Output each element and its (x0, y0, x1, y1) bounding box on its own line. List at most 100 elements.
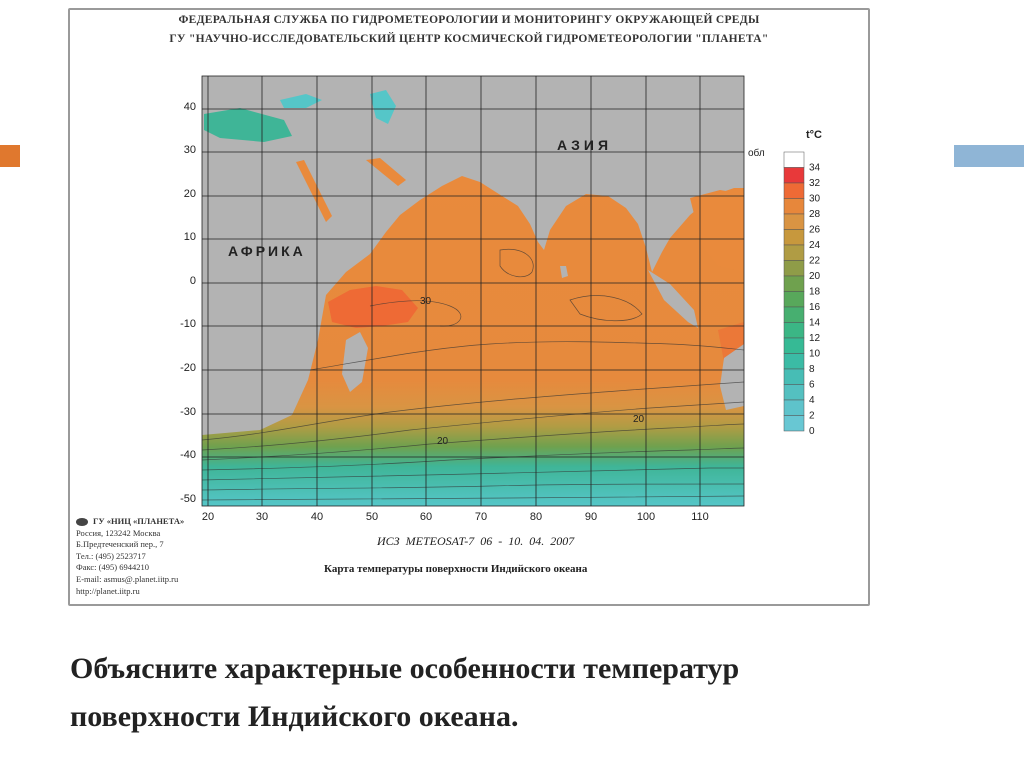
map-area (202, 76, 744, 506)
credit-line: E-mail: asmus@.planet.iitp.ru (76, 573, 179, 584)
legend-tick-label: 26 (809, 225, 821, 236)
legend-swatch (783, 306, 805, 323)
legend-tick-label: 16 (809, 302, 821, 313)
legend-swatch (783, 399, 805, 416)
legend-swatch (783, 415, 805, 432)
legend-tick-label: 30 (809, 194, 821, 205)
sumatra (648, 270, 698, 328)
slide-accent-left (0, 145, 20, 167)
lat-label: 40 (184, 101, 196, 113)
agency-header: ФЕДЕРАЛЬНАЯ СЛУЖБА ПО ГИДРОМЕТЕОРОЛОГИИ … (178, 14, 760, 26)
legend-tick-label: 28 (809, 209, 821, 220)
legend-tick-label: 2 (809, 411, 815, 422)
legend-tick-label: 34 (809, 163, 821, 174)
lon-label: 110 (691, 511, 709, 523)
legend-swatch (783, 260, 805, 277)
mediterranean-sea (204, 108, 292, 142)
sst-map: 40 30 20 10 0 -10 -20 -30 -40 -50 20 30 … (180, 75, 822, 523)
lon-label: 80 (530, 511, 542, 523)
legend-swatch (783, 198, 805, 215)
legend-tick-label: 14 (809, 318, 821, 329)
sri-lanka (560, 266, 568, 278)
legend-tick-label: 32 (809, 178, 821, 189)
lon-label: 40 (311, 511, 323, 523)
legend-tick-label: 8 (809, 364, 815, 375)
lon-label: 100 (637, 511, 655, 523)
lon-label: 20 (202, 511, 214, 523)
legend-swatch (783, 368, 805, 385)
lat-label: 10 (184, 231, 196, 243)
legend-swatch (783, 182, 805, 199)
credit-line: Факс: (495) 6944210 (76, 562, 149, 573)
legend-tick-label: 0 (809, 426, 815, 437)
credit-line: Тел.: (495) 2523717 (76, 550, 146, 561)
legend-swatch (783, 322, 805, 339)
isotherm-contours (202, 248, 744, 501)
legend-swatch (783, 213, 805, 230)
legend-swatch (783, 244, 805, 261)
red-sea (296, 160, 332, 222)
south-china-sea (690, 190, 744, 272)
australia (720, 344, 744, 410)
legend-tick-label: 24 (809, 240, 821, 251)
lat-label: -40 (180, 449, 196, 461)
legend-swatch (783, 353, 805, 370)
question-line-2: поверхности Индийского океана. (70, 700, 519, 733)
legend-swatch (783, 151, 805, 168)
credit-line: Россия, 123242 Москва (76, 527, 161, 538)
legend-swatches (783, 151, 805, 432)
legend-swatch (783, 291, 805, 308)
org-name: ГУ «НИЦ «ПЛАНЕТА» (93, 516, 185, 526)
persian-gulf (366, 158, 406, 186)
lon-label: 70 (475, 511, 487, 523)
credits-block: ГУ «НИЦ «ПЛАНЕТА» Россия, 123242 Москва … (76, 516, 184, 597)
credit-line: http://planet.iitp.ru (76, 585, 140, 596)
map-caption: Карта температуры поверхности Индийского… (324, 563, 588, 575)
legend-swatch (783, 275, 805, 292)
lon-label: 60 (420, 511, 432, 523)
lat-label: -10 (180, 318, 196, 330)
asia-label: АЗИЯ (557, 137, 612, 153)
graticule (201, 75, 745, 507)
legend-cloud-label: обл (748, 147, 765, 159)
planeta-logo-icon (76, 517, 88, 526)
center-header: ГУ "НАУЧНО-ИССЛЕДОВАТЕЛЬСКИЙ ЦЕНТР КОСМИ… (169, 33, 769, 45)
lat-label: 0 (190, 275, 196, 287)
legend-swatch (783, 167, 805, 184)
lat-label: -50 (180, 493, 196, 505)
contour-label: 30 (420, 296, 432, 307)
legend-tick-label: 6 (809, 380, 815, 391)
arabian-sea-hot-spot (328, 286, 418, 328)
lon-label: 50 (366, 511, 378, 523)
map-frame: ФЕДЕРАЛЬНАЯ СЛУЖБА ПО ГИДРОМЕТЕОРОЛОГИИ … (68, 8, 870, 606)
legend-tick-label: 12 (809, 333, 821, 344)
question-text: Объясните характерные особенности темпер… (70, 645, 990, 741)
indian-ocean (202, 176, 744, 506)
legend-tick-label: 18 (809, 287, 821, 298)
credit-line: Б.Предтеченский пер., 7 (76, 539, 164, 550)
satellite-info: ИСЗ METEOSAT-7 06 - 10. 04. 2007 (377, 534, 575, 548)
lat-label: -30 (180, 406, 196, 418)
contour-value-labels: 30 20 20 (420, 296, 645, 447)
caspian-sea (370, 90, 396, 124)
legend-tick-label: 10 (809, 349, 821, 360)
contour-label: 20 (437, 436, 449, 447)
legend-tick-label: 22 (809, 256, 821, 267)
lat-label: -20 (180, 362, 196, 374)
org-row: ГУ «НИЦ «ПЛАНЕТА» (76, 516, 184, 528)
lat-label: 30 (184, 144, 196, 156)
latitude-labels: 40 30 20 10 0 -10 -20 -30 -40 -50 (180, 101, 196, 505)
black-sea (280, 94, 322, 108)
legend-swatch (783, 229, 805, 246)
legend-swatch (783, 384, 805, 401)
question-line-1: Объясните характерные особенности темпер… (70, 652, 740, 685)
lat-label: 20 (184, 188, 196, 200)
legend-swatch (783, 337, 805, 354)
contour-label: 20 (633, 414, 645, 425)
lon-label: 30 (256, 511, 268, 523)
longitude-labels: 20 30 40 50 60 70 80 90 100 110 (202, 511, 709, 523)
africa-label: АФРИКА (228, 243, 306, 259)
lon-label: 90 (585, 511, 597, 523)
